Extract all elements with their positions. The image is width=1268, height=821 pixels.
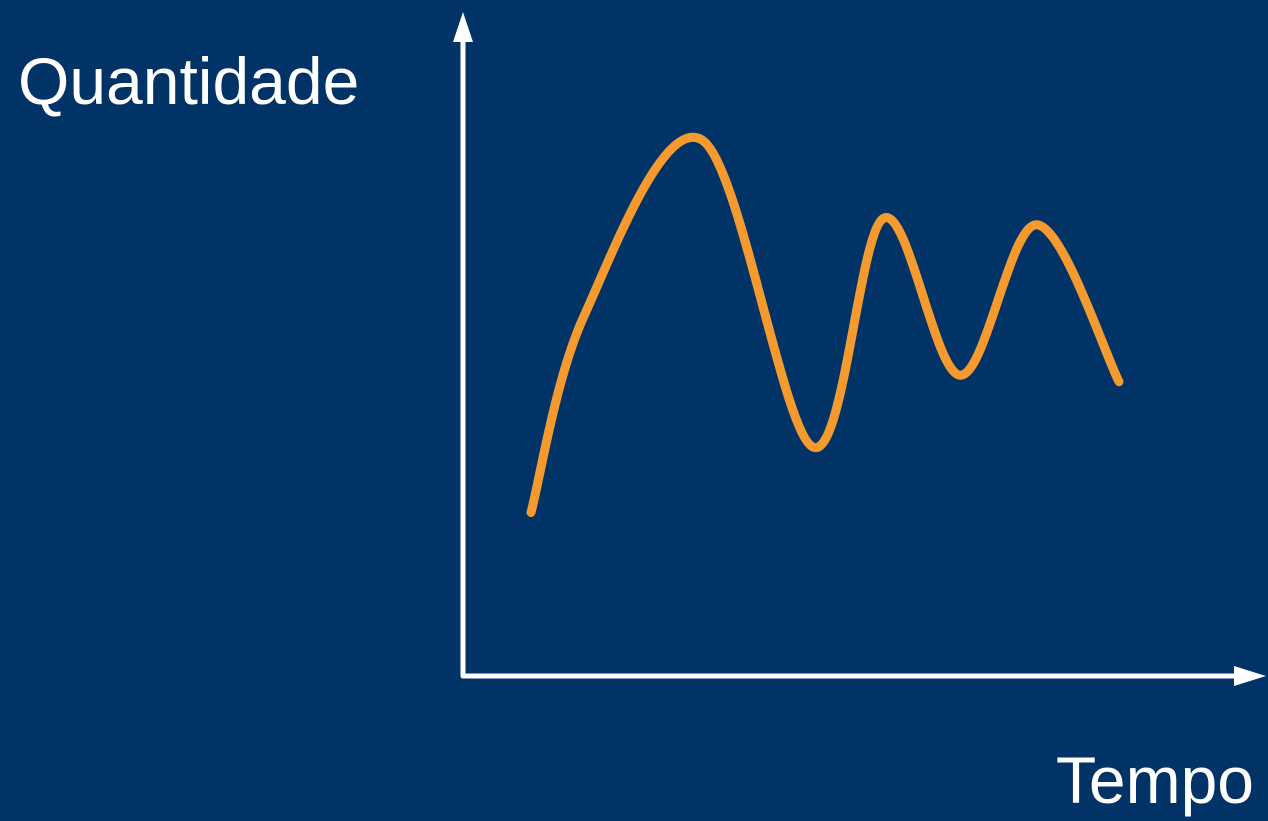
x-axis-label: Tempo: [1055, 743, 1254, 817]
x-axis-arrow-icon: [1234, 666, 1266, 686]
y-axis-label: Quantidade: [18, 44, 360, 118]
quantity-curve: [526, 132, 1124, 517]
y-axis-arrow-icon: [453, 12, 473, 42]
